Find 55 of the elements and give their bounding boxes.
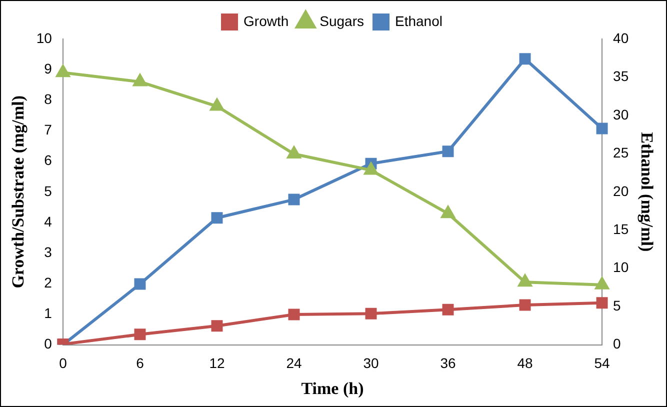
y2-tick-label: 15 [613, 220, 629, 237]
y2-tick-label: 5 [613, 297, 622, 314]
point [365, 308, 377, 320]
x-tick-label: 48 [517, 355, 534, 372]
y2-tick-label: 10 [613, 259, 629, 276]
y2-axis-title: Ethanol (mg/ml) [637, 132, 656, 252]
x-tick-label: 6 [136, 355, 144, 372]
y-axis-title: Growth/Substrate (mg/ml) [8, 95, 28, 288]
x-tick-label: 0 [59, 355, 68, 372]
point [519, 53, 531, 65]
y-tick-label: 0 [44, 336, 52, 352]
x-tick-label: 12 [209, 355, 225, 372]
y-tick-label: 4 [44, 213, 52, 230]
x-tick-label: 36 [440, 355, 456, 372]
y2-tick-label: 35 [613, 68, 629, 84]
x-axis-title: Time (h) [301, 379, 364, 398]
legend-label: Growth [244, 12, 289, 29]
x-tick-label: 24 [286, 355, 302, 372]
y-tick-label: 10 [36, 30, 52, 46]
x-tick-label: 30 [363, 355, 379, 372]
point [519, 299, 531, 311]
y2-tick-label: 40 [613, 30, 629, 46]
point [211, 212, 223, 224]
point [288, 194, 300, 206]
x-tick-label: 54 [594, 355, 610, 372]
y-tick-label: 3 [44, 244, 52, 260]
y2-tick-label: 0 [613, 336, 622, 352]
point [133, 74, 147, 86]
y2-tick-label: 25 [613, 144, 629, 161]
point [441, 206, 455, 218]
point [442, 304, 454, 316]
legend-label: Ethanol [395, 12, 442, 29]
point [596, 122, 608, 134]
point [364, 162, 378, 175]
y-tick-label: 2 [44, 274, 52, 290]
point [210, 98, 224, 111]
point [288, 308, 300, 320]
y-tick-label: 1 [44, 305, 52, 322]
y-tick-label: 7 [44, 122, 52, 138]
point [134, 328, 146, 340]
point [595, 277, 609, 290]
y-tick-label: 6 [44, 152, 52, 168]
y-tick-label: 8 [44, 91, 52, 108]
point [134, 278, 146, 290]
y2-tick-label: 20 [613, 182, 629, 199]
point [56, 65, 70, 78]
y-tick-label: 9 [44, 60, 52, 76]
point [442, 146, 454, 158]
point [287, 146, 301, 158]
legend-label: Sugars [320, 12, 364, 29]
y-tick-label: 5 [44, 182, 52, 199]
y2-tick-label: 30 [613, 106, 629, 122]
point [211, 320, 223, 332]
point [518, 274, 532, 287]
point [596, 297, 608, 309]
